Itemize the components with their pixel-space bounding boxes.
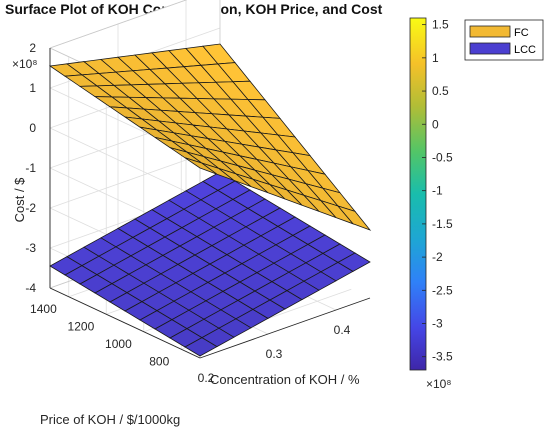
surfaces [48,43,372,357]
colorbar-tick-label: -0.5 [432,150,453,164]
x-axis-line [199,297,371,359]
y-tick-label: 1400 [30,302,57,316]
surface-patch [336,205,372,231]
z-gridline [49,127,201,199]
colorbar-tick-label: -3 [432,317,443,331]
legend: FC LCC [464,19,544,61]
colorbar-tick-label: 1 [432,51,439,65]
z-tick-label: -2 [25,201,36,215]
colorbar: -3.5 -3 -2.5 -2 -1.5 -1 -0.5 0 0.5 1 1.5 [409,17,453,371]
colorbar-tick-label: -3.5 [432,350,453,364]
z-tick-label: 1 [29,81,36,95]
z-exponent: ×10⁸ [12,57,37,71]
colorbar-tick-label: 0 [432,117,439,131]
y-axis-line [49,287,201,359]
x-tick-label: 0.4 [334,323,351,337]
legend-swatch-lcc [469,42,511,55]
z-tick-label: -3 [25,241,36,255]
legend-swatch-fc [469,25,511,38]
z-tick-label: -1 [25,161,36,175]
colorbar-tick-label: 1.5 [432,18,449,32]
z-tick-label: 2 [29,41,36,55]
colorbar-tick-label: -2.5 [432,283,453,297]
z-tick-label: -4 [25,281,36,295]
x-tick-label: 0.2 [198,371,215,385]
x-axis-label: Concentration of KOH / % [210,372,360,387]
x-tick-label: 0.3 [266,347,283,361]
colorbar-gradient [409,17,427,371]
surface-lcc [49,171,371,357]
z-axis-label: Cost / $ [12,177,27,223]
y-tick-label: 1200 [68,319,95,333]
z-tick-label: 0 [29,121,36,135]
y-tick-label: 1000 [105,337,132,351]
axes-edge [49,0,188,49]
legend-label-lcc: LCC [514,44,536,56]
tick-labels: -4 -3 -2 -1 0 1 2 0.2 0.3 0.4 800 1000 1200 1400 [25,41,350,385]
surface-patch [337,252,371,272]
surface-fc [48,43,372,231]
colorbar-tick-label: -1.5 [432,217,453,231]
y-tick-label: 800 [149,354,169,368]
colorbar-exponent: ×10⁸ [426,377,451,391]
colorbar-tick-label: -1 [432,184,443,198]
colorbar-tick-label: 0.5 [432,84,449,98]
legend-label-fc: FC [514,27,529,39]
colorbar-tick-label: -2 [432,250,443,264]
y-axis-label: Price of KOH / $/1000kg [40,412,180,427]
